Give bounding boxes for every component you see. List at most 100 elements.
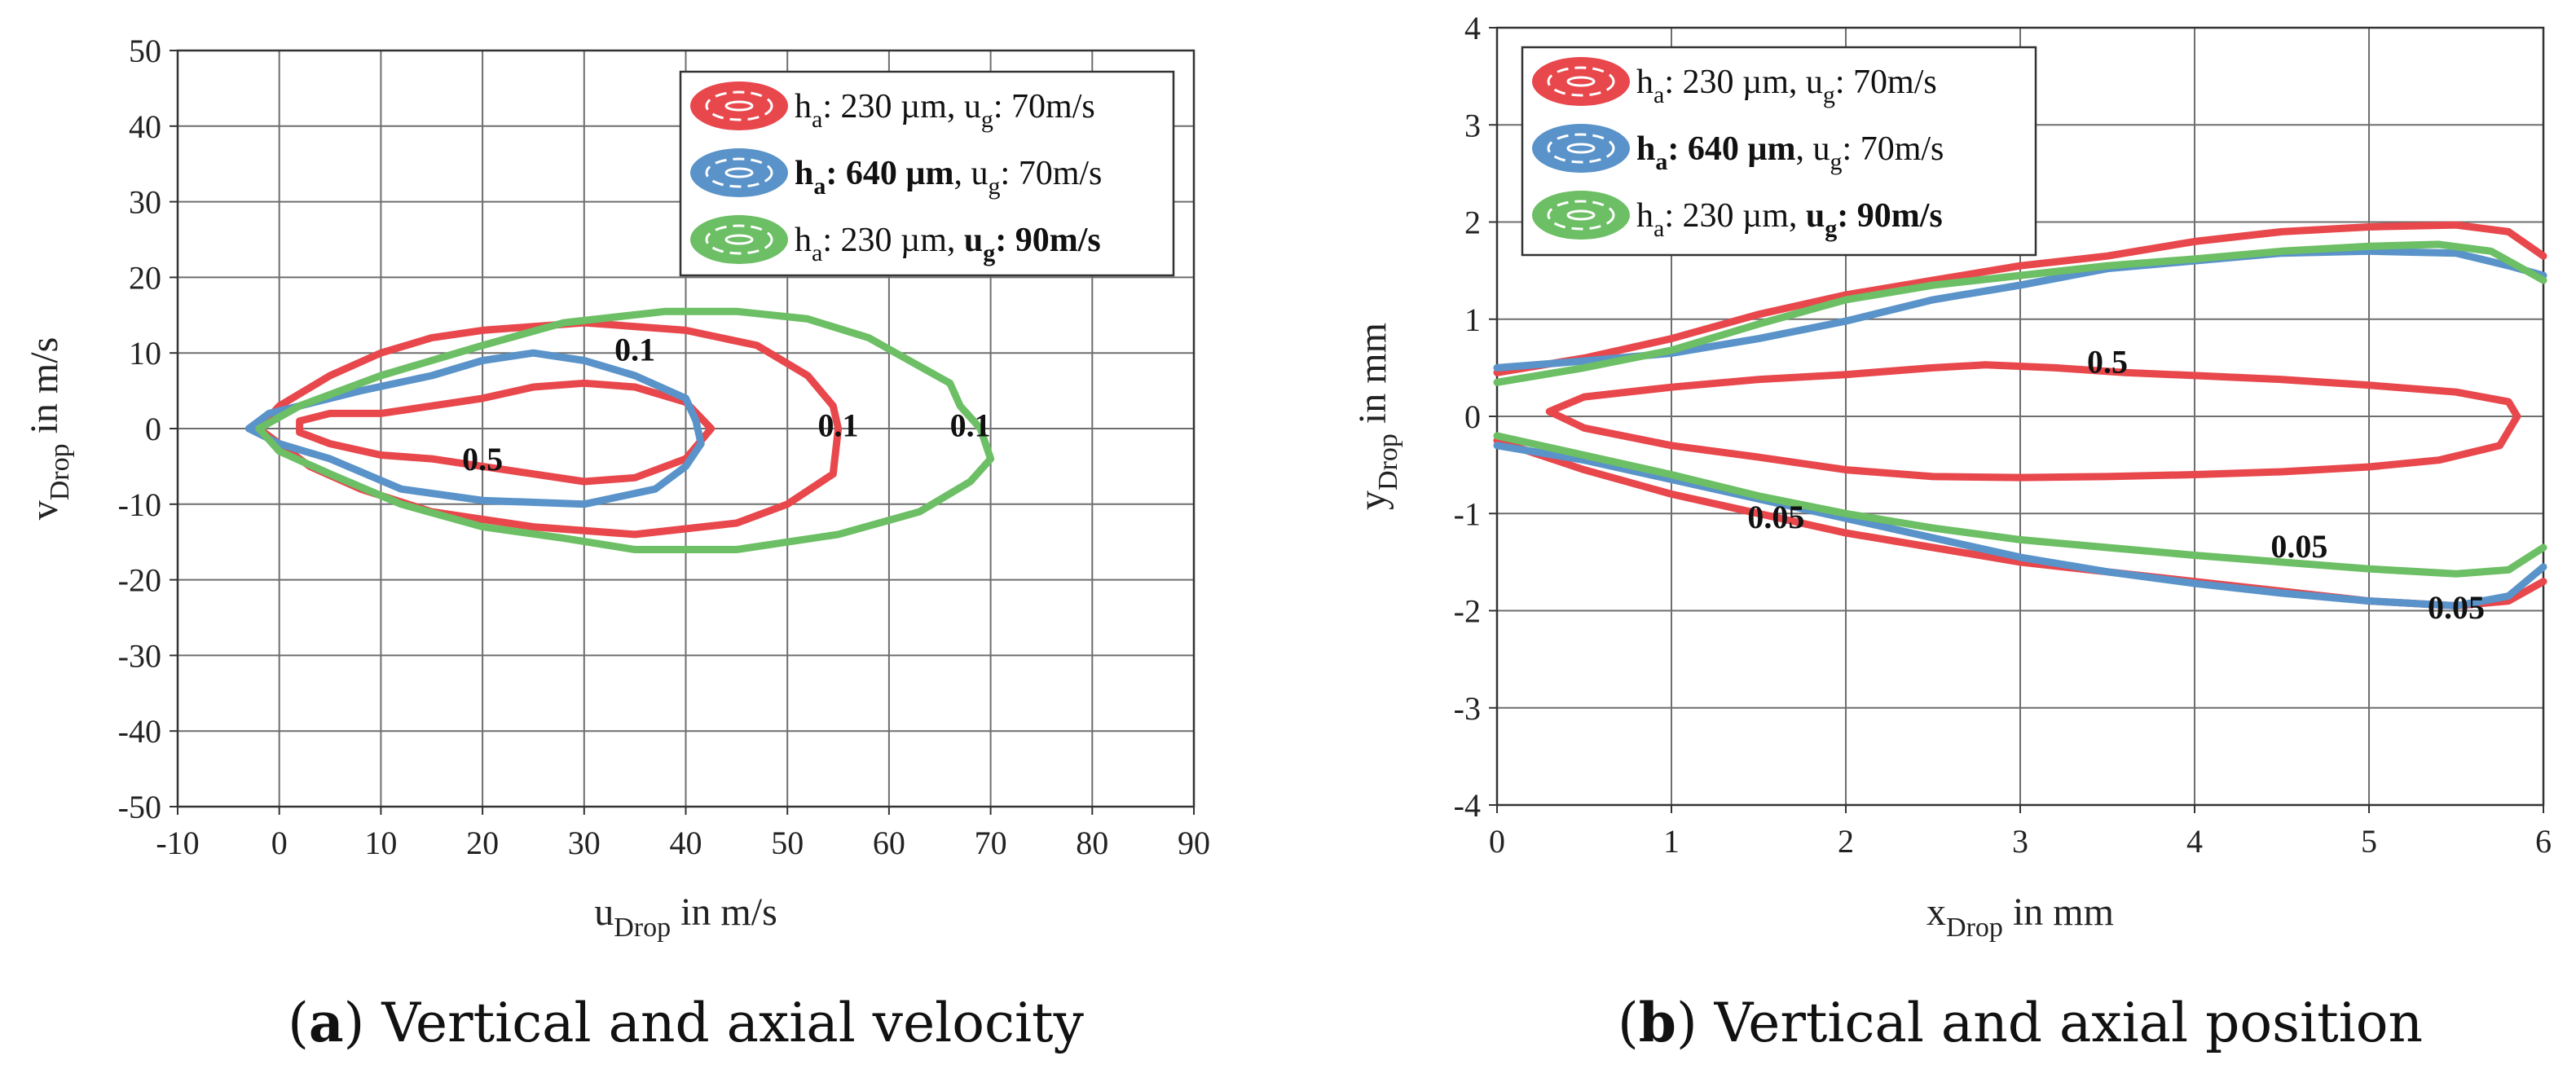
contour-level-label: 0.05 [2270, 528, 2327, 565]
x-tick-label: 0 [1489, 823, 1505, 860]
x-tick-label: 70 [975, 825, 1007, 861]
x-tick-label: 6 [2535, 823, 2552, 860]
contour-line-blue-upper-0-05 [1493, 247, 2547, 372]
x-tick-label: -10 [156, 825, 199, 861]
y-tick-label: -30 [118, 637, 161, 674]
y-tick-label: 4 [1464, 10, 1481, 46]
y-tick-label: 1 [1464, 301, 1481, 338]
x-tick-label: 4 [2186, 823, 2203, 860]
x-tick-label: 80 [1076, 825, 1108, 861]
legend-swatch-icon [1532, 191, 1630, 240]
legend-swatch-icon [1532, 57, 1630, 106]
legend-swatch-core [724, 167, 754, 178]
legend-swatch-ring [1547, 133, 1615, 164]
contour-level-label: 0.5 [462, 441, 503, 477]
legend-swatch-core [724, 100, 754, 112]
y-tick-label: -4 [1454, 787, 1481, 824]
contour-labels: 0.1 0.5 0.1 0.1 [462, 331, 991, 477]
x-tick-label: 1 [1663, 823, 1680, 860]
legend-label: ha: 230 µm, ug: 90m/s [1636, 197, 1943, 242]
y-tick-label: -10 [118, 486, 161, 523]
x-tick-label: 10 [364, 825, 397, 861]
y-tick-label: -1 [1454, 495, 1481, 532]
legend-swatch-icon [690, 215, 788, 264]
y-tick-label: 30 [129, 184, 161, 221]
contour-level-label: 0.1 [950, 407, 991, 443]
legend-swatch-core [724, 234, 754, 245]
x-tick-label: 40 [670, 825, 702, 861]
y-tick-label: 10 [129, 335, 161, 372]
legend-entry: ha: 230 µm, ug: 70m/s [1532, 57, 1937, 108]
legend-swatch-ring [1547, 200, 1615, 231]
y-tick-label: 2 [1464, 205, 1481, 241]
y-tick-label: 20 [129, 259, 161, 296]
contour-line-red-upper-0-05 [1493, 221, 2547, 376]
x-axis-label: uDrop in m/s [594, 891, 777, 943]
contour-level-label: 0.05 [1747, 499, 1804, 535]
series-group [1493, 221, 2547, 609]
legend-swatch-core [1566, 143, 1596, 154]
contour-level-label: 0.05 [2428, 589, 2485, 626]
contour-labels: 0.5 0.05 0.05 0.05 [1747, 343, 2485, 626]
panel-caption: (a) Vertical and axial velocity [288, 991, 1084, 1054]
legend-swatch-core [1566, 76, 1596, 87]
y-tick-label: 3 [1464, 107, 1481, 143]
y-tick-label: 0 [145, 411, 161, 447]
legend: ha: 230 µm, ug: 70m/s ha: 640 µm, ug: 70m… [679, 70, 1175, 277]
contour-line-blue-lower-0-05 [1493, 442, 2547, 609]
x-tick-label: 2 [1838, 823, 1854, 860]
legend-entry: ha: 230 µm, ug: 90m/s [690, 215, 1101, 266]
contour-line-green-0-1 [255, 307, 995, 553]
tick-labels: 0 1 2 3 4 5 6 -4 -3 -2 -1 0 1 2 3 4 [1454, 10, 2552, 860]
legend-swatch-icon [1532, 124, 1630, 173]
legend: ha: 230 µm, ug: 70m/s ha: 640 µm, ug: 70m… [1521, 46, 2037, 257]
legend-swatch-ring [705, 157, 773, 188]
legend-swatch-ring [705, 90, 773, 121]
x-tick-label: 60 [873, 825, 905, 861]
x-tick-label: 50 [771, 825, 804, 861]
y-tick-label: 40 [129, 108, 161, 145]
panel-caption: (b) Vertical and axial position [1618, 991, 2423, 1054]
legend-swatch-icon [690, 148, 788, 197]
y-axis-label: yDrop in mm [1351, 323, 1403, 510]
contour-level-label: 0.1 [818, 407, 859, 443]
y-tick-label: -50 [118, 789, 161, 825]
x-tick-label: 0 [271, 825, 288, 861]
legend-label: ha: 640 µm, ug: 70m/s [795, 155, 1102, 200]
legend-label: ha: 230 µm, ug: 90m/s [795, 222, 1101, 266]
legend-label: ha: 640 µm, ug: 70m/s [1636, 130, 1944, 175]
legend-label: ha: 230 µm, ug: 70m/s [795, 88, 1095, 133]
contour-line-red-0-5 [1545, 361, 2521, 482]
legend-entry: ha: 230 µm, ug: 70m/s [690, 81, 1095, 133]
y-tick-label: -3 [1454, 690, 1481, 727]
panel-a-velocity-chart: -10 0 10 20 30 40 50 60 70 80 90 -50 -40 -30 -20 -10 0 10… [23, 33, 1210, 1054]
contour-level-label: 0.1 [614, 331, 655, 367]
x-tick-label: 3 [2012, 823, 2028, 860]
y-tick-label: -2 [1454, 593, 1481, 630]
panel-b-position-chart: 0 1 2 3 4 5 6 -4 -3 -2 -1 0 1 2 3 4 xDrop in mm yDrop in … [1351, 10, 2552, 1054]
legend-swatch-core [1566, 209, 1596, 221]
contour-line-blue-0-1 [244, 349, 705, 508]
x-axis-label: xDrop in mm [1926, 891, 2114, 943]
series-group [244, 307, 995, 553]
legend-swatch-icon [690, 81, 788, 130]
y-tick-label: -40 [118, 713, 161, 750]
legend-swatch-ring [1547, 66, 1615, 97]
y-tick-label: -20 [118, 562, 161, 599]
tick-labels: -10 0 10 20 30 40 50 60 70 80 90 -50 -40 -30 -20 -10 0 10… [118, 33, 1210, 861]
y-tick-label: 0 [1464, 398, 1481, 435]
y-tick-label: 50 [129, 33, 161, 69]
x-tick-label: 90 [1178, 825, 1210, 861]
legend-entry: ha: 640 µm, ug: 70m/s [1532, 124, 1944, 175]
legend-label: ha: 230 µm, ug: 70m/s [1636, 64, 1937, 108]
legend-entry: ha: 640 µm, ug: 70m/s [690, 148, 1102, 200]
legend-entry: ha: 230 µm, ug: 90m/s [1532, 191, 1943, 242]
x-tick-label: 20 [466, 825, 499, 861]
x-tick-label: 5 [2361, 823, 2377, 860]
contour-line-green-lower-0-05 [1493, 432, 2547, 578]
x-tick-label: 30 [568, 825, 601, 861]
y-axis-label: vDrop in m/s [23, 337, 75, 521]
legend-swatch-ring [705, 224, 773, 255]
contour-line-green-upper-0-05 [1493, 240, 2547, 386]
